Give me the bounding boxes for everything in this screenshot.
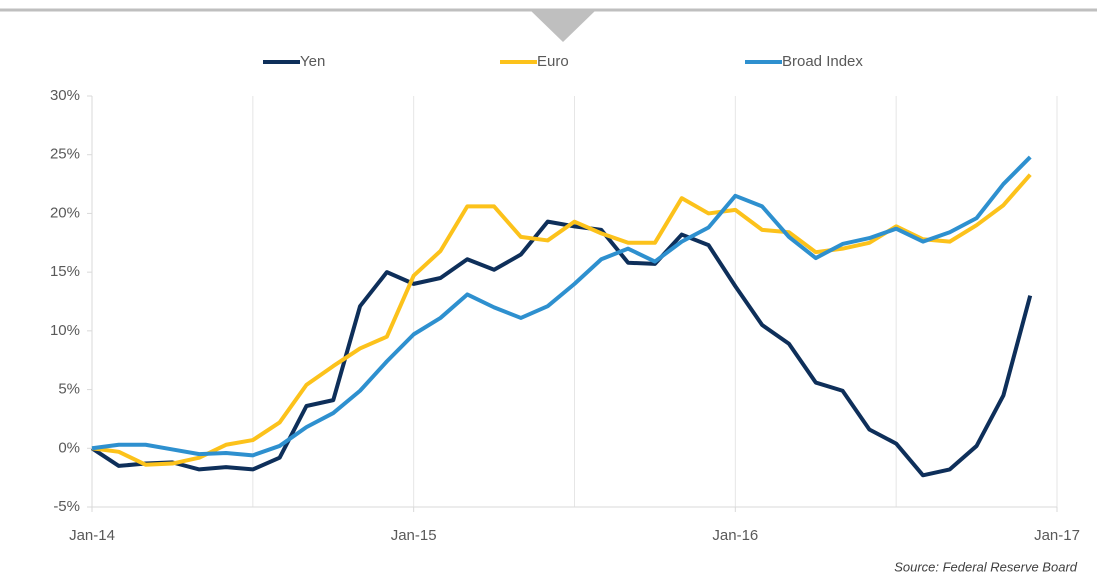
y-tick-label: -5% — [53, 498, 80, 515]
y-tick-label: 25% — [50, 146, 80, 163]
y-tick-label: 30% — [50, 87, 80, 104]
legend-label: Broad Index — [782, 53, 863, 70]
series-line — [91, 173, 1032, 467]
y-tick-label: 10% — [50, 322, 80, 339]
x-tick-label: Jan-14 — [69, 527, 115, 544]
source: Source: Federal Reserve Board — [894, 559, 1078, 574]
y-tick-label: 0% — [58, 439, 80, 456]
x-tick-label: Jan-16 — [712, 527, 758, 544]
legend-label: Euro — [537, 53, 569, 70]
series-line — [91, 155, 1032, 458]
y-tick-label: 15% — [50, 263, 80, 280]
chevron-edge — [530, 10, 596, 36]
y-tick-label: 5% — [58, 381, 80, 398]
x-tick-label: Jan-15 — [391, 527, 437, 544]
legend-label: Yen — [300, 53, 325, 70]
y-tick-label: 20% — [50, 204, 80, 221]
x-tick-label: Jan-17 — [1034, 527, 1080, 544]
series-line — [90, 219, 1033, 478]
